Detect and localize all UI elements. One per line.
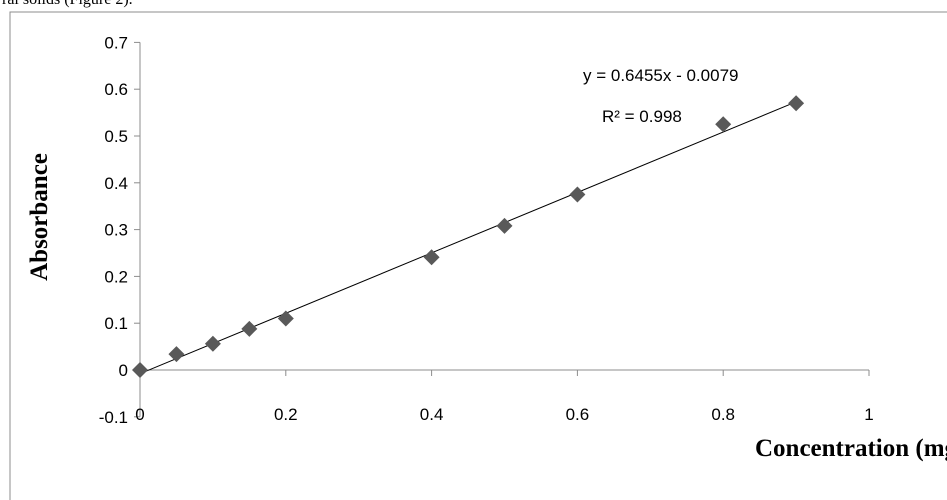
x-tick-label: 0 xyxy=(135,405,144,424)
equation-label: y = 0.6455x - 0.0079 xyxy=(583,66,738,85)
chart-border xyxy=(9,11,947,500)
x-tick-label: 1 xyxy=(864,405,873,424)
y-tick-label: -0.1 xyxy=(99,408,128,427)
y-tick-label: 0.3 xyxy=(104,221,128,240)
trendline-group xyxy=(139,101,797,375)
y-axis-title: Absorbance xyxy=(26,153,53,281)
data-point xyxy=(277,310,294,327)
y-tick-label: 0 xyxy=(119,361,128,380)
axes: -0.1 0 0.1 0.2 0.3 0.4 0.5 0.6 0.7 0 0.2 0.4 0.6 0.8 1 xyxy=(99,33,874,426)
r2-label: R² = 0.998 xyxy=(602,107,682,126)
data-point xyxy=(204,335,221,352)
y-tick-label: 0.7 xyxy=(104,33,128,52)
x-tick-label: 0.8 xyxy=(711,405,735,424)
y-tick-label: 0.2 xyxy=(104,267,128,286)
data-point xyxy=(168,346,185,363)
x-tick-label: 0.6 xyxy=(566,405,590,424)
caption-fragment: ral solids (Figure 2). xyxy=(2,0,133,9)
trendline xyxy=(139,101,797,375)
data-point xyxy=(423,249,440,266)
y-tick-label: 0.1 xyxy=(104,314,128,333)
x-tick-label: 0.4 xyxy=(420,405,444,424)
y-tick-label: 0.4 xyxy=(104,174,128,193)
data-point xyxy=(569,186,586,203)
data-points xyxy=(132,95,805,378)
x-axis-title: Concentration (mg/ml) xyxy=(755,435,947,462)
data-point xyxy=(241,320,258,337)
data-point xyxy=(496,217,513,234)
y-tick-label: 0.5 xyxy=(104,127,128,146)
x-tick-label: 0.2 xyxy=(274,405,298,424)
data-point xyxy=(132,362,148,378)
data-point xyxy=(788,95,805,112)
y-tick-label: 0.6 xyxy=(104,80,128,99)
data-point xyxy=(715,116,732,133)
